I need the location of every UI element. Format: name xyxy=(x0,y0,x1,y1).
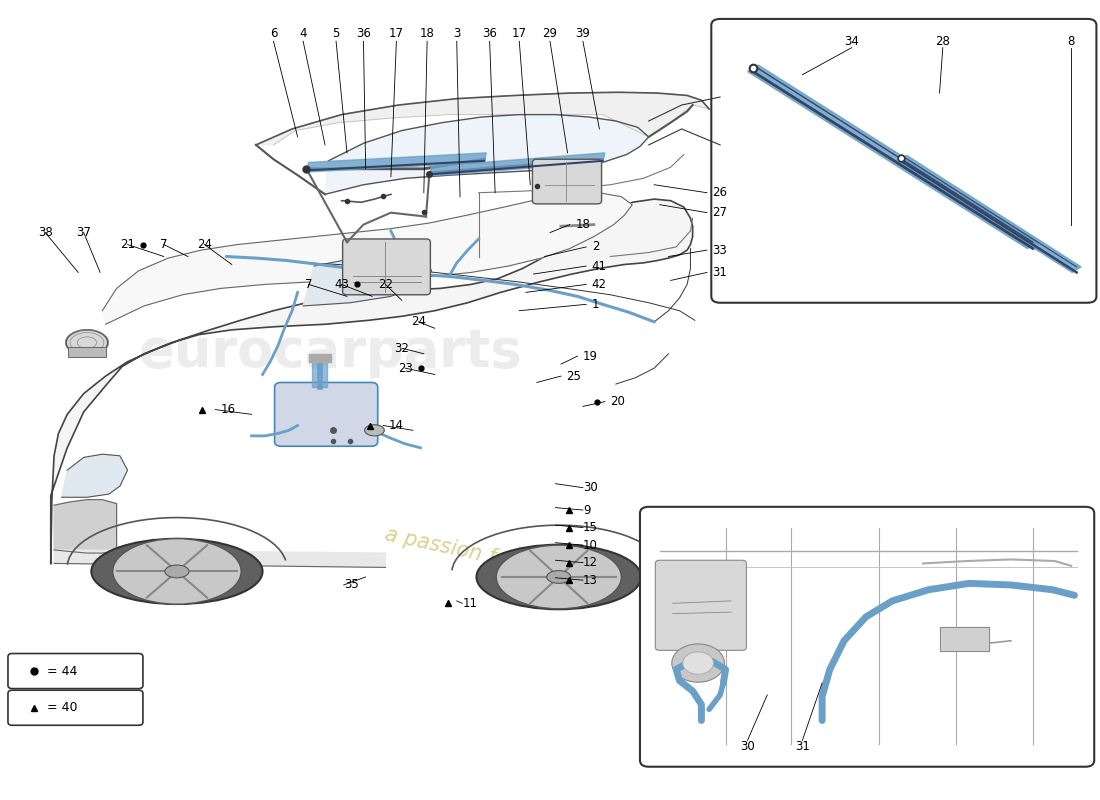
Text: 39: 39 xyxy=(575,26,591,40)
Text: 18: 18 xyxy=(575,218,590,231)
Text: 36: 36 xyxy=(356,26,371,40)
Polygon shape xyxy=(102,193,632,324)
Ellipse shape xyxy=(672,644,725,682)
Text: 22: 22 xyxy=(378,278,393,291)
FancyBboxPatch shape xyxy=(532,159,602,204)
Text: 28: 28 xyxy=(935,34,950,48)
Text: a passion for parts since 1985: a passion for parts since 1985 xyxy=(383,525,695,610)
Text: 12: 12 xyxy=(583,556,598,569)
Text: 41: 41 xyxy=(592,259,607,273)
Ellipse shape xyxy=(91,538,263,604)
Polygon shape xyxy=(54,500,117,553)
Text: 26: 26 xyxy=(713,186,727,199)
Text: 38: 38 xyxy=(37,226,53,239)
Text: 10: 10 xyxy=(583,538,597,551)
Text: 24: 24 xyxy=(410,315,426,328)
Text: 24: 24 xyxy=(197,238,212,251)
Text: 9: 9 xyxy=(583,503,591,517)
Text: 3: 3 xyxy=(453,26,461,40)
Text: 20: 20 xyxy=(610,395,625,408)
Text: 18: 18 xyxy=(420,26,434,40)
Polygon shape xyxy=(309,354,331,362)
Text: 14: 14 xyxy=(388,419,404,432)
Polygon shape xyxy=(54,550,385,567)
Polygon shape xyxy=(312,358,328,387)
Text: 35: 35 xyxy=(343,578,359,591)
Ellipse shape xyxy=(683,652,714,674)
Polygon shape xyxy=(748,65,1038,249)
Polygon shape xyxy=(429,153,605,176)
Text: eurocarparts: eurocarparts xyxy=(139,326,522,378)
Text: 17: 17 xyxy=(389,26,404,40)
Text: 31: 31 xyxy=(713,266,727,279)
FancyBboxPatch shape xyxy=(640,507,1094,766)
Polygon shape xyxy=(304,255,431,306)
Ellipse shape xyxy=(66,330,108,355)
Ellipse shape xyxy=(496,545,622,609)
Text: 2: 2 xyxy=(592,241,600,254)
Text: 7: 7 xyxy=(305,278,312,291)
Text: 6: 6 xyxy=(270,26,277,40)
Text: = 44: = 44 xyxy=(47,665,78,678)
Ellipse shape xyxy=(113,538,241,604)
Text: 13: 13 xyxy=(583,574,597,586)
Polygon shape xyxy=(51,199,693,563)
FancyBboxPatch shape xyxy=(342,239,430,294)
Polygon shape xyxy=(62,454,128,498)
Text: = 40: = 40 xyxy=(47,702,78,714)
Text: 30: 30 xyxy=(740,740,755,754)
Text: 27: 27 xyxy=(713,206,727,219)
Text: 8: 8 xyxy=(1067,34,1075,48)
Text: 34: 34 xyxy=(845,34,859,48)
Text: 5: 5 xyxy=(332,26,340,40)
Text: 31: 31 xyxy=(795,740,810,754)
Text: 42: 42 xyxy=(592,278,607,291)
Text: 33: 33 xyxy=(713,244,727,257)
Text: 29: 29 xyxy=(542,26,558,40)
Text: 37: 37 xyxy=(76,226,91,239)
Text: 4: 4 xyxy=(299,26,307,40)
Ellipse shape xyxy=(165,565,189,578)
Ellipse shape xyxy=(547,570,571,583)
Polygon shape xyxy=(326,114,649,194)
Text: 23: 23 xyxy=(398,362,412,374)
FancyBboxPatch shape xyxy=(8,654,143,689)
FancyBboxPatch shape xyxy=(712,19,1097,302)
FancyBboxPatch shape xyxy=(275,382,377,446)
Text: 21: 21 xyxy=(120,238,135,251)
Text: 43: 43 xyxy=(334,278,349,291)
Text: 7: 7 xyxy=(160,238,167,251)
Ellipse shape xyxy=(364,425,384,436)
Text: 36: 36 xyxy=(482,26,497,40)
Text: 16: 16 xyxy=(221,403,235,416)
Polygon shape xyxy=(307,153,486,172)
Text: 11: 11 xyxy=(462,597,477,610)
Text: 25: 25 xyxy=(566,370,581,382)
Polygon shape xyxy=(939,627,989,651)
FancyBboxPatch shape xyxy=(68,347,106,357)
Text: 17: 17 xyxy=(512,26,527,40)
Text: 19: 19 xyxy=(583,350,598,362)
Text: 1: 1 xyxy=(592,298,600,311)
Text: 32: 32 xyxy=(395,342,409,354)
Text: 30: 30 xyxy=(583,481,597,494)
FancyBboxPatch shape xyxy=(8,690,143,726)
Text: 15: 15 xyxy=(583,521,597,534)
Ellipse shape xyxy=(476,545,641,610)
Polygon shape xyxy=(256,92,710,145)
FancyBboxPatch shape xyxy=(656,560,747,650)
Polygon shape xyxy=(895,155,1081,273)
